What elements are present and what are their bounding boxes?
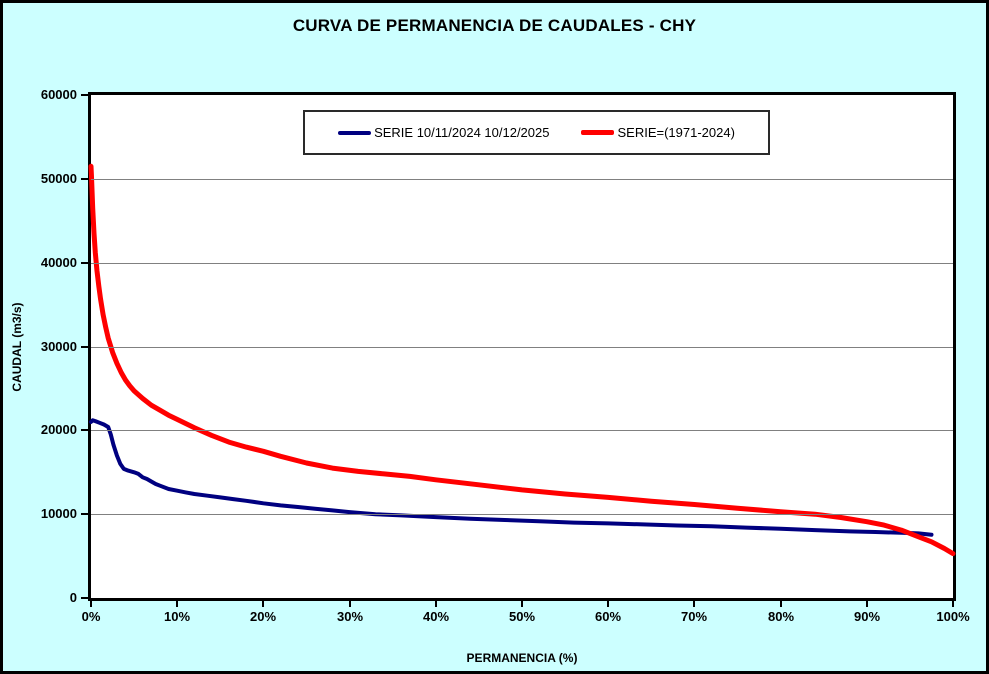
legend-label: SERIE 10/11/2024 10/12/2025 xyxy=(374,125,550,140)
legend-label: SERIE=(1971-2024) xyxy=(617,125,735,140)
gridline-50000 xyxy=(91,179,953,180)
y-tick-label: 40000 xyxy=(40,255,77,270)
x-tick-label: 0% xyxy=(81,609,101,624)
series-line-1 xyxy=(88,163,956,557)
legend-line-swatch xyxy=(581,130,615,135)
x-tick-mark xyxy=(952,601,954,607)
x-tick-label: 30% xyxy=(336,609,364,624)
y-tick-mark xyxy=(81,513,88,515)
series-svg xyxy=(88,163,956,557)
x-tick-mark xyxy=(693,601,695,607)
legend-line-swatch xyxy=(338,130,372,135)
x-tick-mark xyxy=(262,601,264,607)
x-tick-label: 50% xyxy=(508,609,536,624)
y-tick-mark xyxy=(81,346,88,348)
x-tick-mark xyxy=(349,601,351,607)
y-tick-label: 0 xyxy=(69,590,77,605)
x-tick-mark xyxy=(780,601,782,607)
y-tick-label: 30000 xyxy=(40,339,77,354)
x-tick-label: 60% xyxy=(594,609,622,624)
y-tick-mark xyxy=(81,94,88,96)
y-tick-mark xyxy=(81,597,88,599)
gridline-40000 xyxy=(91,263,953,264)
x-tick-mark xyxy=(521,601,523,607)
x-tick-mark xyxy=(866,601,868,607)
gridline-10000 xyxy=(91,514,953,515)
x-tick-label: 40% xyxy=(422,609,450,624)
x-tick-label: 70% xyxy=(680,609,708,624)
legend-item-1: SERIE=(1971-2024) xyxy=(581,125,735,140)
x-tick-label: 100% xyxy=(936,609,970,624)
gridline-20000 xyxy=(91,430,953,431)
chart-title: CURVA DE PERMANENCIA DE CAUDALES - CHY xyxy=(292,16,697,35)
y-tick-mark xyxy=(81,262,88,264)
y-tick-mark xyxy=(81,178,88,180)
plot-inner xyxy=(88,95,956,598)
x-tick-label: 80% xyxy=(767,609,795,624)
legend-box: SERIE 10/11/2024 10/12/2025 SERIE=(1971-2… xyxy=(303,110,770,155)
x-tick-mark xyxy=(607,601,609,607)
x-tick-label: 20% xyxy=(249,609,277,624)
x-tick-mark xyxy=(435,601,437,607)
series-line-0 xyxy=(89,418,934,537)
y-tick-label: 50000 xyxy=(40,171,77,186)
y-tick-label: 10000 xyxy=(40,506,77,521)
x-axis-title: PERMANENCIA (%) xyxy=(466,651,578,665)
legend-item-0: SERIE 10/11/2024 10/12/2025 xyxy=(338,125,549,140)
x-tick-mark xyxy=(90,601,92,607)
gridline-30000 xyxy=(91,347,953,348)
plot-area xyxy=(88,92,956,601)
y-tick-label: 20000 xyxy=(40,422,77,437)
x-tick-mark xyxy=(176,601,178,607)
y-tick-mark xyxy=(81,429,88,431)
x-tick-label: 10% xyxy=(163,609,191,624)
y-tick-label: 60000 xyxy=(40,87,77,102)
x-tick-label: 90% xyxy=(853,609,881,624)
